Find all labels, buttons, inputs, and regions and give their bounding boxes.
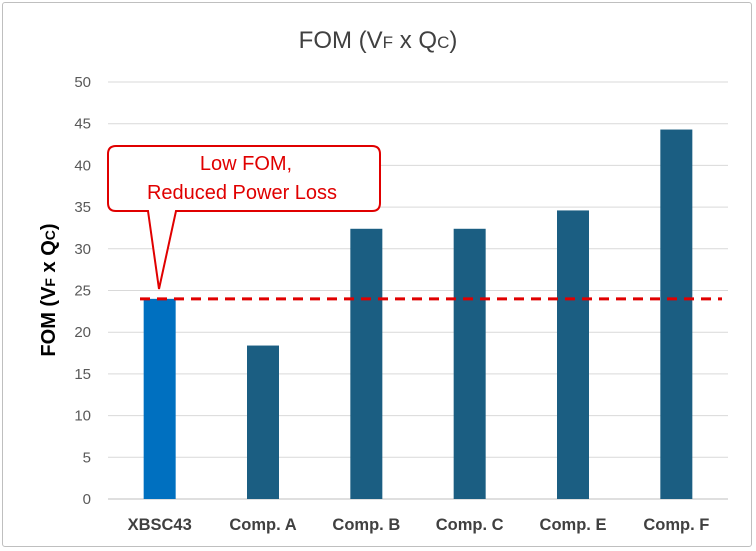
chart-title: FOM (VF x QC) [299,27,458,54]
x-tick-labels: XBSC43 Comp. A Comp. B Comp. C Comp. E Comp. … [128,516,710,534]
bar-comp-b [350,228,383,499]
callout: Low FOM, Reduced Power Loss [107,145,381,290]
callout-box [107,145,381,290]
y-tick-label: 35 [74,199,91,216]
y-tick-labels: 0 5 10 15 20 25 30 35 40 45 50 [74,74,91,508]
title-end: ) [449,27,457,54]
x-tick-label: XBSC43 [128,516,192,534]
title-sub2: C [437,33,449,52]
bar-comp-f [660,129,693,499]
y-axis-label: FOM (VF x QC) [38,223,60,356]
ylabel-main: FOM (V [38,286,60,357]
y-tick-label: 15 [74,366,91,383]
y-tick-label: 45 [74,116,91,133]
bar-comp-c [453,228,486,499]
bars [143,129,693,499]
y-tick-label: 20 [74,324,91,341]
x-tick-label: Comp. E [540,516,607,534]
title-mid: x Q [393,27,437,54]
gridlines [108,81,728,500]
ylabel-sub2: C [42,230,58,240]
y-tick-label: 40 [74,157,91,174]
y-tick-label: 25 [74,283,91,300]
bar-comp-e [557,210,589,499]
title-sub1: F [383,33,393,52]
x-tick-label: Comp. A [229,516,296,534]
ylabel-mid: x Q [38,240,60,278]
title-main: FOM (V [299,27,383,54]
y-tick-label: 50 [74,74,91,91]
x-tick-label: Comp. C [436,516,504,534]
callout-line-2: Reduced Power Loss [147,182,337,204]
y-tick-label: 30 [74,241,91,258]
x-tick-label: Comp. B [332,516,400,534]
bar-xbsc43 [143,298,176,499]
y-tick-label: 10 [74,408,91,425]
x-tick-label: Comp. F [643,516,709,534]
ylabel-sub1: F [42,278,58,287]
y-tick-label: 0 [83,491,91,508]
bar-comp-a [247,345,279,499]
y-tick-label: 5 [83,449,91,466]
callout-line-1: Low FOM, [200,153,292,175]
ylabel-end: ) [38,223,60,230]
